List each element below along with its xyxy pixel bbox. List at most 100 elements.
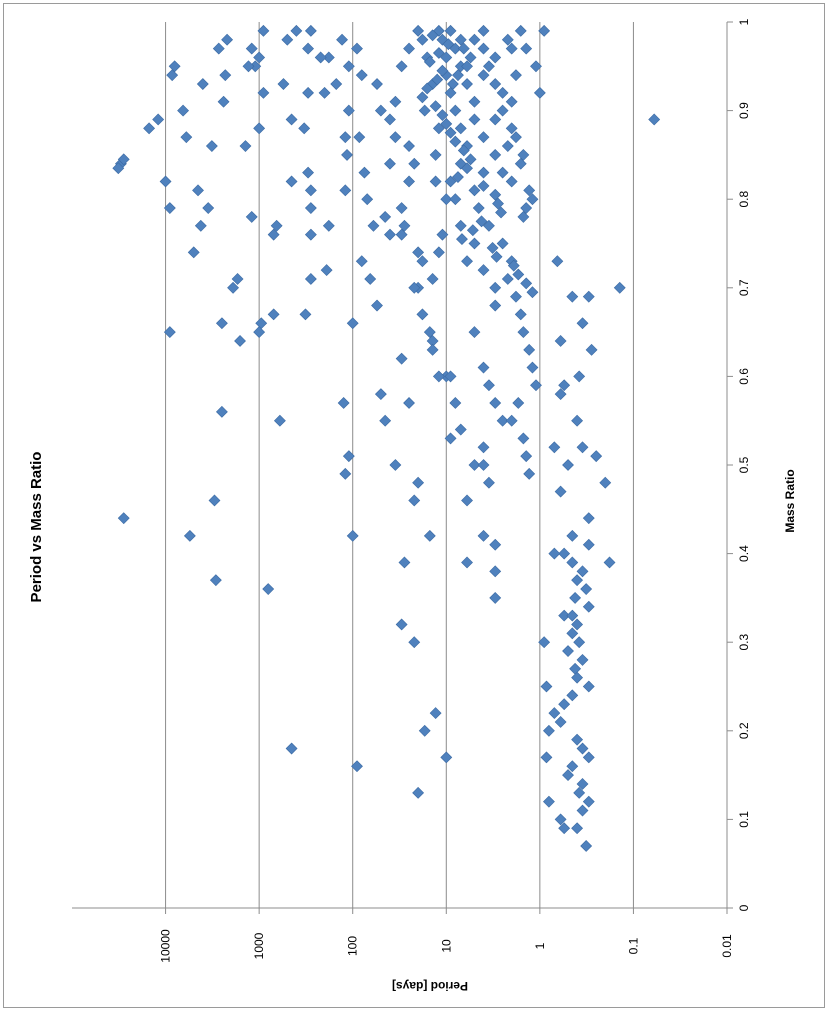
data-point bbox=[517, 148, 530, 161]
data-point bbox=[423, 326, 436, 339]
data-point bbox=[221, 33, 234, 46]
data-point bbox=[489, 591, 502, 604]
data-point bbox=[454, 33, 467, 46]
data-point bbox=[444, 126, 457, 139]
data-point bbox=[477, 441, 490, 454]
data-point bbox=[543, 795, 555, 808]
data-point bbox=[440, 117, 453, 130]
data-point bbox=[468, 184, 481, 197]
data-point bbox=[418, 104, 431, 117]
data-point bbox=[429, 175, 442, 188]
data-point bbox=[571, 733, 584, 746]
data-point bbox=[412, 476, 425, 489]
data-point bbox=[490, 250, 503, 263]
data-point bbox=[483, 60, 495, 73]
data-point bbox=[361, 193, 374, 206]
data-point bbox=[444, 370, 457, 383]
data-point bbox=[374, 104, 387, 117]
data-point bbox=[573, 636, 586, 649]
data-point bbox=[351, 760, 363, 773]
data-point bbox=[339, 131, 352, 144]
data-point bbox=[496, 86, 509, 99]
data-point bbox=[548, 707, 561, 720]
data-point bbox=[205, 140, 218, 152]
data-point bbox=[298, 122, 311, 135]
data-point bbox=[489, 299, 502, 312]
data-point bbox=[426, 343, 439, 356]
data-point bbox=[432, 47, 445, 59]
data-point bbox=[267, 308, 280, 321]
data-point bbox=[270, 219, 283, 232]
data-point bbox=[603, 556, 616, 569]
data-point bbox=[468, 33, 481, 46]
data-point bbox=[477, 361, 490, 374]
data-point bbox=[507, 259, 520, 272]
data-point bbox=[159, 175, 172, 188]
data-point bbox=[202, 202, 215, 214]
data-point bbox=[299, 308, 312, 321]
data-point bbox=[426, 273, 439, 285]
mass-ratio-tick-label: 0.9 bbox=[737, 102, 751, 119]
data-point bbox=[543, 724, 555, 737]
data-point bbox=[489, 281, 502, 294]
data-point bbox=[432, 122, 445, 135]
data-point bbox=[576, 317, 589, 330]
data-point bbox=[489, 538, 502, 551]
data-point bbox=[403, 397, 415, 409]
period-tick-label: 10 bbox=[439, 939, 453, 953]
data-point bbox=[582, 795, 595, 808]
data-point bbox=[475, 215, 488, 228]
data-point bbox=[505, 95, 518, 108]
data-point bbox=[477, 179, 490, 192]
data-point bbox=[429, 707, 442, 720]
data-point bbox=[395, 228, 408, 241]
data-point bbox=[152, 113, 165, 126]
data-point bbox=[267, 228, 280, 241]
data-point bbox=[384, 228, 396, 241]
data-point bbox=[342, 104, 355, 117]
data-point bbox=[510, 69, 522, 82]
data-point bbox=[520, 277, 533, 290]
data-point bbox=[277, 78, 290, 90]
data-point bbox=[262, 583, 275, 595]
data-point bbox=[538, 24, 551, 37]
data-point bbox=[576, 742, 589, 755]
data-point bbox=[512, 268, 525, 281]
data-point bbox=[517, 210, 530, 223]
data-point bbox=[505, 175, 518, 188]
data-point bbox=[562, 645, 574, 657]
data-point bbox=[576, 565, 589, 578]
data-point bbox=[177, 104, 190, 117]
data-point bbox=[558, 822, 571, 835]
data-point bbox=[566, 760, 579, 773]
data-point bbox=[548, 547, 561, 560]
data-point bbox=[483, 379, 495, 392]
data-point bbox=[530, 379, 542, 392]
data-point bbox=[489, 148, 502, 161]
data-point bbox=[440, 193, 453, 206]
data-point bbox=[416, 33, 429, 46]
data-point bbox=[429, 148, 442, 161]
data-point bbox=[444, 175, 457, 188]
data-point bbox=[489, 51, 502, 64]
data-point bbox=[566, 627, 579, 640]
data-point bbox=[285, 175, 298, 188]
data-point bbox=[281, 33, 294, 46]
data-point bbox=[245, 210, 258, 223]
data-point bbox=[489, 565, 502, 578]
data-point bbox=[477, 42, 490, 55]
data-point bbox=[342, 60, 355, 73]
data-point bbox=[143, 122, 156, 135]
data-point bbox=[346, 317, 359, 330]
data-point bbox=[217, 95, 230, 108]
data-point bbox=[495, 206, 507, 219]
data-point bbox=[477, 529, 490, 542]
data-point bbox=[496, 237, 509, 250]
period-tick-label: 0.1 bbox=[626, 937, 640, 954]
data-point bbox=[219, 69, 232, 82]
data-point bbox=[314, 51, 327, 64]
data-point bbox=[353, 131, 366, 144]
data-point bbox=[403, 140, 415, 152]
data-point bbox=[582, 290, 595, 303]
data-point bbox=[163, 326, 176, 339]
